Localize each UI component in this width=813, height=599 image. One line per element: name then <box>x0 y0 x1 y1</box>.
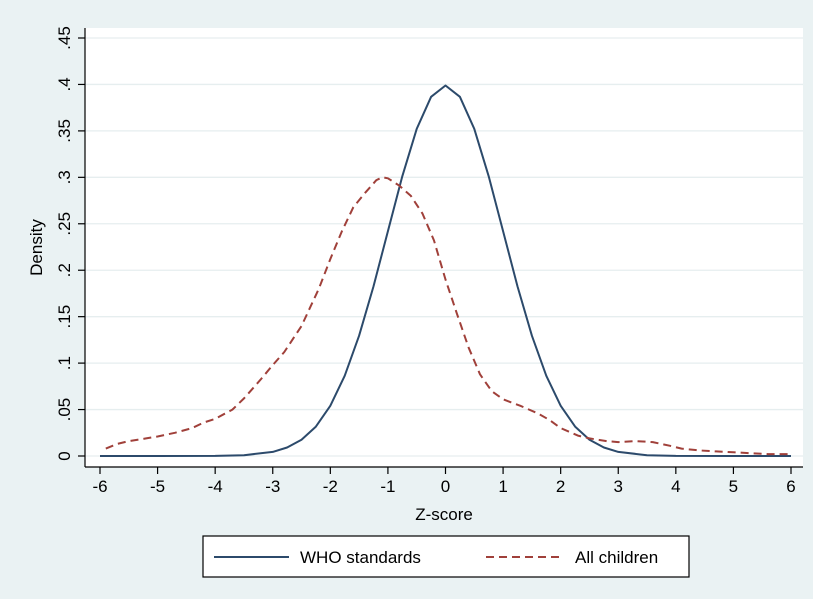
x-tick-label: -3 <box>265 477 280 496</box>
y-tick-label: .25 <box>55 212 74 236</box>
y-tick-label: .4 <box>55 77 74 91</box>
y-tick-label: .45 <box>55 26 74 50</box>
x-tick-label: 1 <box>498 477 507 496</box>
x-tick-label: -5 <box>150 477 165 496</box>
series-line-all-children <box>105 176 791 456</box>
series-line-who-standards <box>100 84 791 457</box>
gridlines <box>85 37 803 457</box>
y-tick-label: .05 <box>55 398 74 422</box>
x-tick-label: 6 <box>786 477 795 496</box>
x-tick-label: 5 <box>729 477 738 496</box>
legend-label-who-standards: WHO standards <box>300 548 421 567</box>
y-tick-label: 0 <box>55 451 74 460</box>
plot-area <box>85 28 803 467</box>
x-tick-label: -2 <box>323 477 338 496</box>
y-tick-label: .35 <box>55 119 74 143</box>
x-tick-label: -6 <box>92 477 107 496</box>
legend-label-all-children: All children <box>575 548 658 567</box>
x-tick-label: 0 <box>441 477 450 496</box>
x-tick-label: 2 <box>556 477 565 496</box>
axes: 0 .05 .1 .15 .2 .25 .3 .35 .4 .45 -6 -5 -4 -3 -2 -1 0 1 2 3… <box>55 26 803 496</box>
y-tick-label: .1 <box>55 356 74 370</box>
legend: WHO standards All children <box>202 535 690 578</box>
y-axis-title: Density <box>27 219 46 276</box>
y-tick-label: .2 <box>55 263 74 277</box>
x-tick-label: -4 <box>208 477 223 496</box>
x-tick-label: 3 <box>614 477 623 496</box>
y-tick-label: .3 <box>55 170 74 184</box>
series-group <box>100 84 791 457</box>
y-tick-label: .15 <box>55 305 74 329</box>
x-tick-label: -1 <box>380 477 395 496</box>
x-tick-label: 4 <box>671 477 680 496</box>
x-axis-title: Z-score <box>415 505 473 524</box>
